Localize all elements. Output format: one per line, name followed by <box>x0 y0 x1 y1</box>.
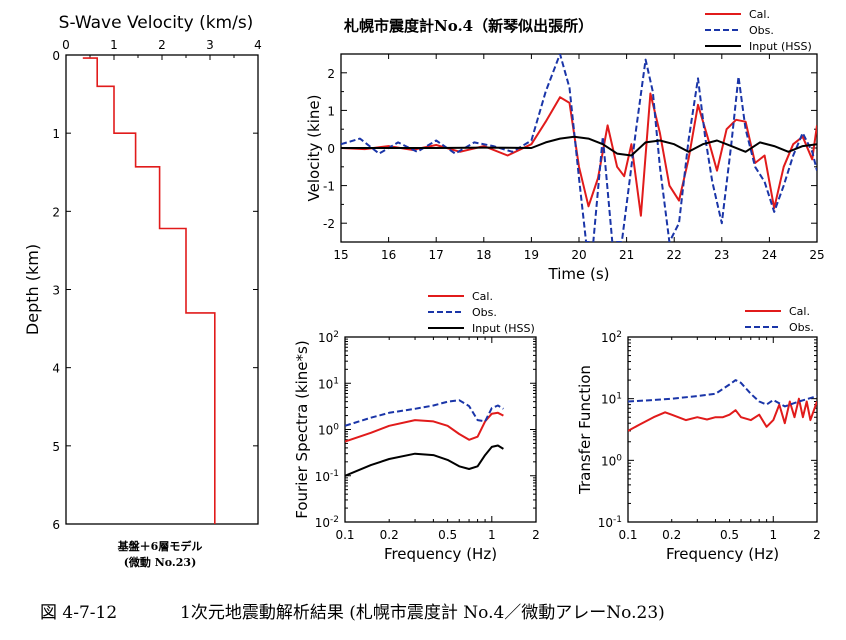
vs-x-tick-label: 2 <box>158 38 166 52</box>
vs-model-caption: 基盤＋6層モデル <box>117 539 203 553</box>
vs-profile-chart: S-Wave Velocity (km/s) 0 1 2 3 4 0 1 2 3 4 5 6 Depth … <box>23 13 262 569</box>
vel-x-tick-label: 17 <box>429 248 444 262</box>
vel-y-tick-label: -1 <box>323 180 335 194</box>
tf-x-tick-label: 0.1 <box>618 528 637 542</box>
vel-y-tick-label: 0 <box>327 142 335 156</box>
vel-series-line-input-hss <box>341 135 817 157</box>
tf-x-tick-label: 2 <box>813 528 821 542</box>
vel-legend-label: Obs. <box>749 24 774 37</box>
vs-y-tick-label: 1 <box>52 127 60 141</box>
vs-x-tick-label: 0 <box>62 38 70 52</box>
fs-plot-frame <box>344 336 537 523</box>
tf-legend-label: Obs. <box>789 321 814 334</box>
tf-x-tick-label: 0.2 <box>662 528 681 542</box>
vel-y-tick-label: 1 <box>327 104 335 118</box>
fs-y-tick-label: 10-1 <box>315 469 339 484</box>
vs-model-caption: (微動 No.23) <box>124 555 197 569</box>
fs-x-axis-label: Frequency (Hz) <box>384 545 497 563</box>
fs-x-tick-label: 0.5 <box>438 528 457 542</box>
vel-x-tick-label: 16 <box>381 248 396 262</box>
vel-x-tick-label: 25 <box>809 248 824 262</box>
vel-x-tick-label: 19 <box>524 248 539 262</box>
fourier-spectra-chart: 0.1 0.2 0.5 1 2 10-2 10-1 100 101 102 Frequency (H… <box>293 290 540 563</box>
fs-y-axis-label: Fourier Spectra (kine*s) <box>293 340 311 518</box>
velocity-waveform-chart: 15 16 17 18 19 20 21 22 23 24 25 -2 -1 0 1 2 札幌市震度計No.4（… <box>305 8 825 283</box>
vel-y-axis-label: Velocity (kine) <box>305 95 323 202</box>
vs-x-tick-label: 1 <box>110 38 118 52</box>
vs-y-tick-label: 3 <box>52 284 60 298</box>
tf-x-tick-label: 0.5 <box>720 528 739 542</box>
vel-x-tick-label: 23 <box>714 248 729 262</box>
vel-y-tick-label: -2 <box>323 217 335 231</box>
vs-chart-title: S-Wave Velocity (km/s) <box>59 13 254 33</box>
fs-x-tick-label: 2 <box>532 528 540 542</box>
fs-y-tick-label: 101 <box>318 376 339 391</box>
vel-y-tick-label: 2 <box>327 67 335 81</box>
vel-chart-title: 札幌市震度計No.4（新琴似出張所） <box>343 17 593 35</box>
vel-x-axis-label: Time (s) <box>548 265 610 283</box>
tf-series-line-obs <box>628 379 817 408</box>
fs-y-tick-label: 10-2 <box>315 515 339 530</box>
tf-legend-label: Cal. <box>789 305 810 318</box>
vs-x-tick-label: 4 <box>254 38 262 52</box>
fs-series-line-input-hss <box>345 444 504 477</box>
fs-y-tick-label: 100 <box>318 423 339 438</box>
vel-x-tick-label: 15 <box>333 248 348 262</box>
fs-legend-label: Obs. <box>472 306 497 319</box>
fs-x-tick-label: 0.2 <box>380 528 399 542</box>
tf-y-tick-label: 102 <box>601 330 622 345</box>
vs-x-tick-label: 3 <box>206 38 214 52</box>
vel-series-line-cal <box>341 92 817 217</box>
fs-legend-label: Cal. <box>472 290 493 303</box>
tf-series-line-cal <box>628 397 817 432</box>
figure-caption: 1次元地震動解析結果 (札幌市震度計 No.4／微動アレーNo.23) <box>180 603 665 623</box>
tf-x-axis-label: Frequency (Hz) <box>666 545 779 563</box>
tf-y-tick-label: 100 <box>601 453 622 468</box>
vs-y-axis-label: Depth (km) <box>23 244 42 335</box>
figure-number: 図 4-7-12 <box>40 603 117 623</box>
vel-legend-label: Input (HSS) <box>749 40 812 53</box>
fs-series-line-obs <box>345 399 504 427</box>
vs-y-tick-label: 2 <box>52 205 60 219</box>
fs-x-tick-label: 1 <box>488 528 496 542</box>
tf-y-axis-label: Transfer Function <box>576 365 594 495</box>
fs-y-tick-label: 102 <box>318 330 339 345</box>
vel-x-tick-label: 24 <box>762 248 777 262</box>
vel-series-line-obs <box>341 54 817 242</box>
vel-x-tick-label: 20 <box>571 248 586 262</box>
fs-series-line-cal <box>345 411 504 443</box>
vs-plot-frame <box>65 54 259 525</box>
vs-profile-line <box>82 57 216 524</box>
vel-x-tick-label: 21 <box>619 248 634 262</box>
vel-legend-label: Cal. <box>749 8 770 21</box>
vel-x-tick-label: 22 <box>667 248 682 262</box>
tf-x-tick-label: 1 <box>769 528 777 542</box>
vs-y-tick-label: 5 <box>52 440 60 454</box>
tf-y-tick-label: 10-1 <box>598 515 622 530</box>
transfer-function-chart: 0.1 0.2 0.5 1 2 10-1 100 101 102 Frequency (Hz) Tr… <box>576 305 821 563</box>
vs-y-tick-label: 0 <box>52 49 60 63</box>
vs-y-tick-label: 4 <box>52 362 60 376</box>
tf-plot-frame <box>627 336 818 523</box>
vs-y-tick-label: 6 <box>52 518 60 532</box>
fs-legend-label: Input (HSS) <box>472 322 535 335</box>
fs-x-tick-label: 0.1 <box>335 528 354 542</box>
vel-x-tick-label: 18 <box>476 248 491 262</box>
tf-y-tick-label: 101 <box>601 392 622 407</box>
